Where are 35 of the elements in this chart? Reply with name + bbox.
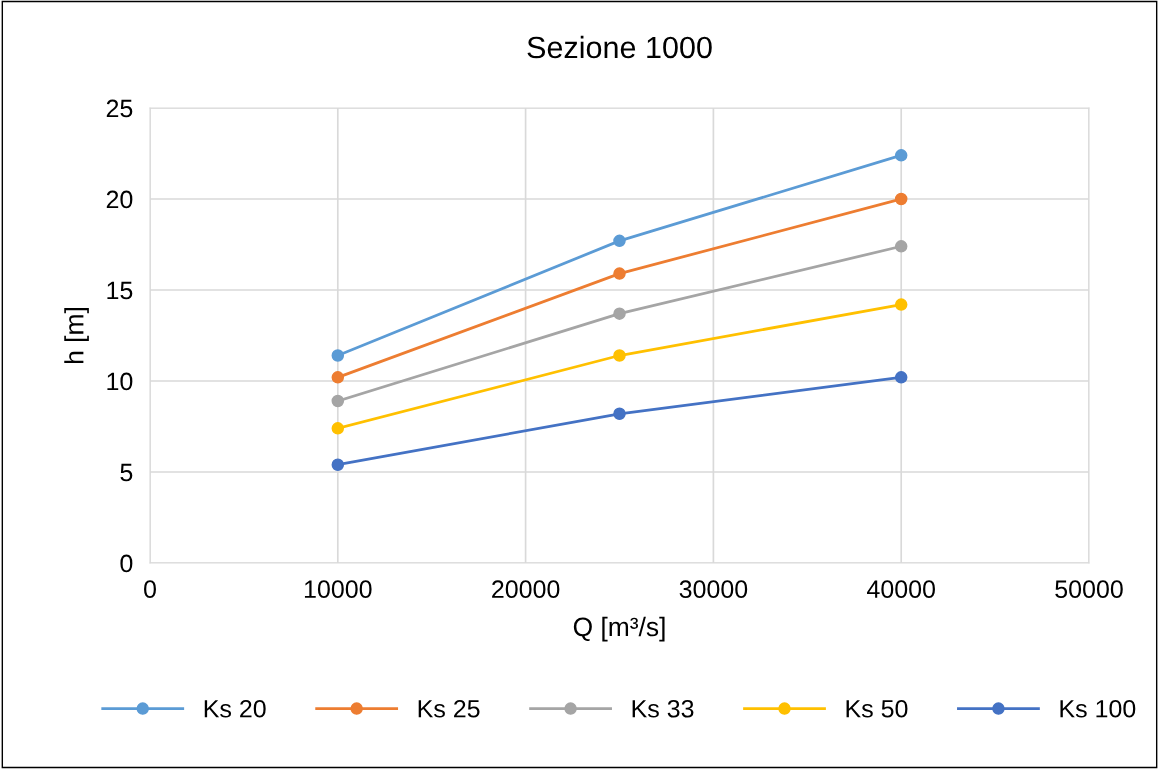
legend-label: Ks 25 [418, 699, 480, 718]
x-tick-label: 40000 [867, 580, 935, 599]
chart-title: Sezione 1000 [527, 35, 712, 59]
y-tick-label: 20 [106, 190, 133, 209]
y-tick-label: 15 [107, 281, 133, 300]
legend-label: Ks 100 [1060, 699, 1136, 718]
point [894, 371, 908, 384]
point [894, 298, 908, 311]
point [613, 307, 626, 320]
x-tick-label: 50000 [1055, 580, 1123, 599]
point [331, 371, 345, 384]
y-axis-title: h [m] [64, 308, 89, 363]
legend-label: Ks 50 [846, 699, 908, 718]
legend-label: Ks 33 [632, 699, 694, 718]
legend-label: Ks 20 [204, 699, 266, 718]
y-tick-label: 5 [120, 463, 133, 482]
point [331, 394, 345, 408]
point [331, 458, 345, 471]
point [894, 240, 908, 253]
x-tick-label: 30000 [679, 580, 748, 599]
point [613, 407, 626, 421]
point [613, 267, 626, 280]
x-tick-label: 10000 [304, 580, 372, 599]
point [331, 422, 345, 435]
y-tick-label: 25 [106, 99, 133, 118]
x-tick-label: 0 [144, 580, 156, 599]
point [613, 349, 626, 362]
point [331, 349, 345, 362]
point [894, 192, 908, 206]
y-tick-label: 10 [107, 372, 133, 391]
y-tick-label: 0 [120, 554, 133, 573]
point [613, 234, 626, 248]
x-tick-label: 20000 [492, 580, 560, 599]
point [894, 149, 908, 162]
x-axis-title: Q [m³/s] [573, 616, 665, 642]
